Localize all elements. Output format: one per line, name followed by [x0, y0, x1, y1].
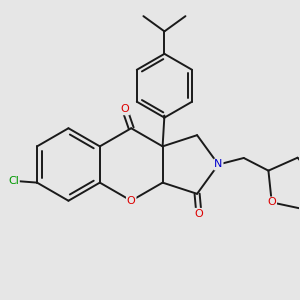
Text: Cl: Cl: [8, 176, 19, 186]
Text: O: O: [194, 209, 203, 219]
Text: O: O: [127, 196, 136, 206]
Text: O: O: [267, 197, 276, 207]
Text: N: N: [214, 160, 223, 170]
Text: O: O: [120, 104, 129, 114]
